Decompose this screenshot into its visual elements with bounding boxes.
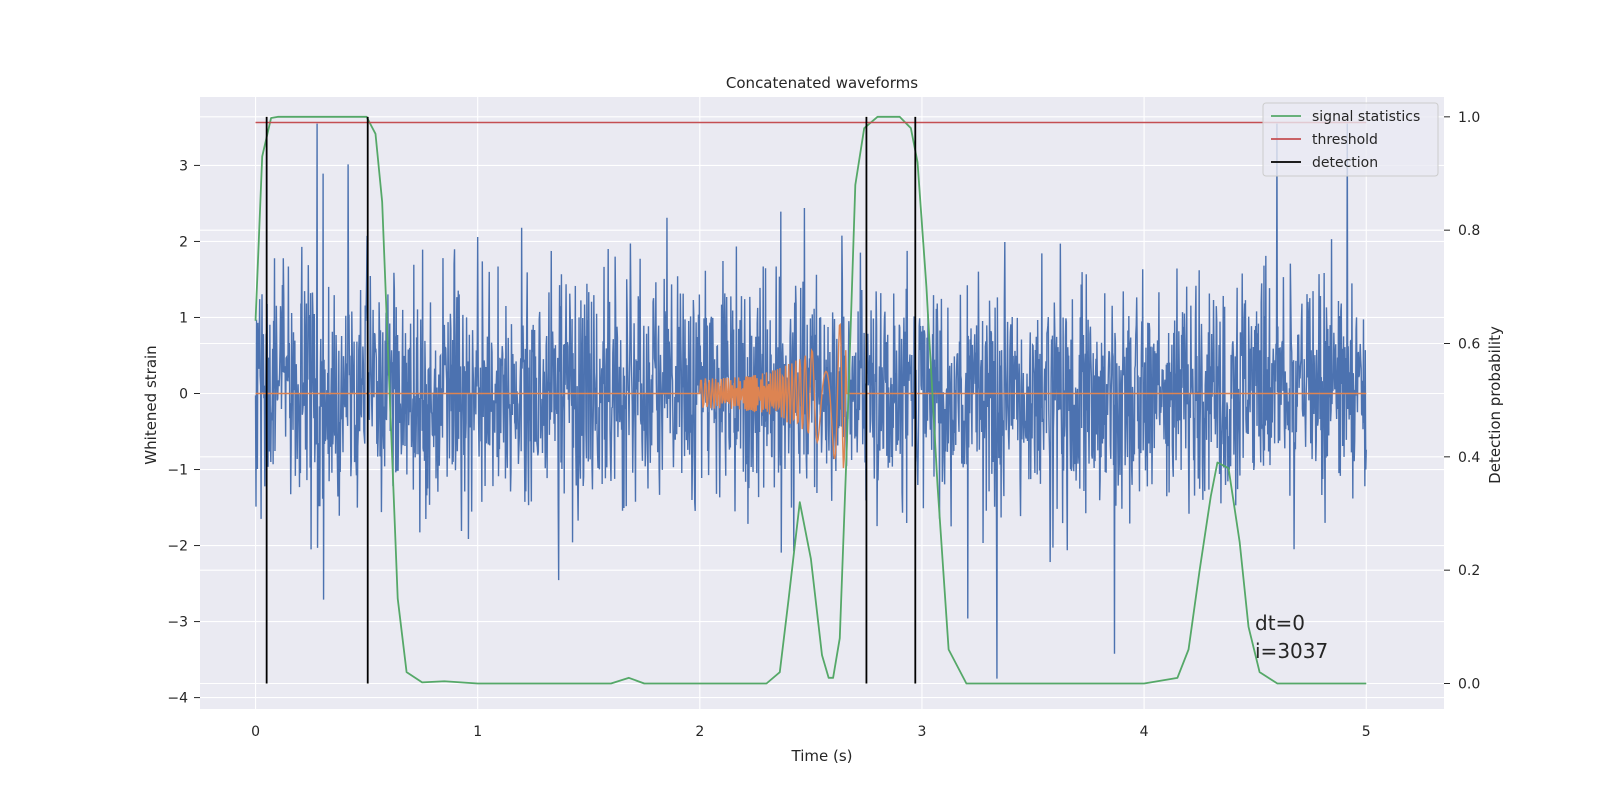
- legend-label-detection: detection: [1312, 155, 1378, 171]
- x-tick-label: 2: [695, 724, 704, 740]
- annotation-index: i=3037: [1255, 639, 1328, 663]
- y-tick-label: 2: [179, 234, 188, 250]
- y-tick-label: −2: [167, 539, 188, 555]
- y-tick-label: −1: [167, 463, 188, 479]
- x-tick-label: 3: [918, 724, 927, 740]
- y2-tick-label: 0.4: [1458, 450, 1480, 466]
- plot-content: [254, 115, 1367, 685]
- annotation-dt: dt=0: [1255, 611, 1305, 635]
- chart-title: Concatenated waveforms: [726, 74, 918, 92]
- x-axis-label: Time (s): [791, 747, 853, 765]
- y-tick-label: −3: [167, 615, 188, 631]
- y2-tick-label: 0.8: [1458, 223, 1480, 239]
- y-tick-label: 0: [179, 386, 188, 402]
- y-tick-label: −4: [167, 691, 188, 707]
- strain-noise-line: [254, 123, 1367, 679]
- x-tick-label: 5: [1362, 724, 1371, 740]
- x-tick-label: 4: [1140, 724, 1149, 740]
- y2-tick-label: 0.6: [1458, 337, 1480, 353]
- y-tick-label: 1: [179, 310, 188, 326]
- axes: 0 1 2 3 4 5 −4 −3 −2 −1 0 1 2 3 0.0 0.2 0.4 0.6 0.8 1.0: [167, 110, 1480, 740]
- y2-tick-label: 0.2: [1458, 563, 1480, 579]
- y2-tick-label: 0.0: [1458, 677, 1480, 693]
- x-tick-label: 0: [251, 724, 260, 740]
- legend-label-signal-statistics: signal statistics: [1312, 109, 1420, 125]
- x-tick-label: 1: [473, 724, 482, 740]
- y-tick-label: 3: [179, 158, 188, 174]
- legend: signal statistics threshold detection: [1262, 102, 1439, 177]
- y2-axis-label: Detection probability: [1486, 326, 1504, 484]
- y2-tick-label: 1.0: [1458, 110, 1480, 126]
- legend-box: [1262, 102, 1439, 177]
- legend-label-threshold: threshold: [1312, 132, 1378, 148]
- signal-statistics-line: [254, 115, 1367, 685]
- chirp-line: [255, 322, 1367, 469]
- y-axis-label: Whitened strain: [142, 345, 160, 464]
